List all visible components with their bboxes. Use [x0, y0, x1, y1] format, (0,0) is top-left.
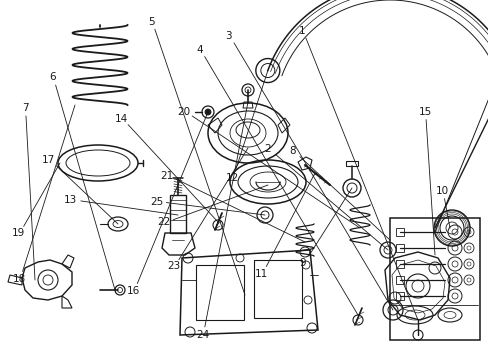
- Text: 13: 13: [64, 195, 78, 205]
- Text: 25: 25: [149, 197, 163, 207]
- Text: 3: 3: [225, 31, 232, 41]
- Text: 19: 19: [12, 228, 25, 238]
- Bar: [395, 244, 403, 252]
- Text: 8: 8: [288, 146, 295, 156]
- Bar: [389, 218, 479, 340]
- Text: 14: 14: [114, 114, 128, 124]
- Text: 21: 21: [160, 171, 174, 181]
- Text: 1: 1: [298, 26, 305, 36]
- Text: 22: 22: [157, 217, 170, 228]
- Text: 18: 18: [13, 274, 26, 284]
- Bar: [196, 265, 244, 320]
- Text: 16: 16: [126, 286, 140, 296]
- Text: 24: 24: [196, 330, 209, 340]
- Text: 23: 23: [166, 261, 180, 271]
- Bar: [170, 195, 185, 233]
- Text: 10: 10: [435, 186, 448, 196]
- Text: 2: 2: [264, 144, 271, 154]
- Text: 5: 5: [148, 17, 155, 27]
- Text: 11: 11: [254, 269, 268, 279]
- Text: 20: 20: [177, 107, 190, 117]
- Bar: [395, 260, 403, 268]
- Bar: [395, 228, 403, 236]
- Text: 6: 6: [49, 72, 56, 82]
- Text: 15: 15: [418, 107, 431, 117]
- Text: 7: 7: [22, 103, 29, 113]
- Text: 12: 12: [225, 173, 239, 183]
- Bar: [395, 276, 403, 284]
- Text: 9: 9: [299, 258, 306, 268]
- Bar: [395, 292, 403, 300]
- Bar: [253, 260, 302, 318]
- Text: 17: 17: [42, 155, 56, 165]
- Text: 4: 4: [196, 45, 203, 55]
- Circle shape: [204, 109, 210, 115]
